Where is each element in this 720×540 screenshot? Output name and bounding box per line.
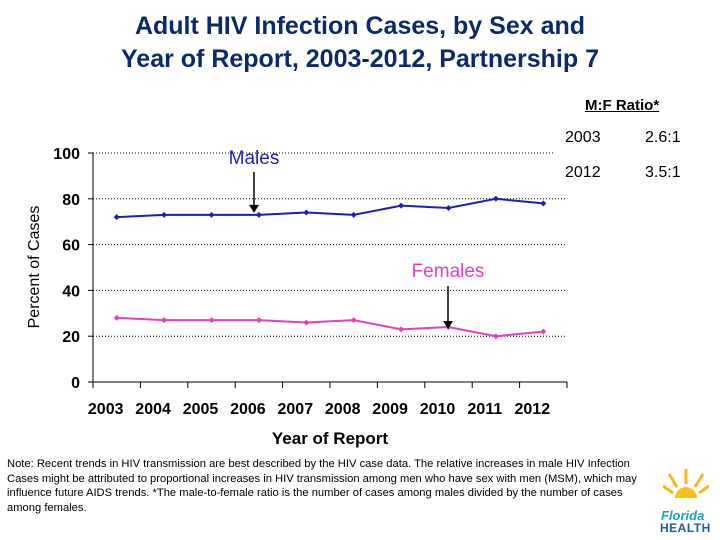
x-tick-label: 2012 <box>515 401 551 418</box>
y-tick-label: 100 <box>53 146 80 163</box>
data-point <box>492 195 499 202</box>
data-point <box>398 326 405 333</box>
x-tick-label: 2011 <box>468 401 503 418</box>
mf-ratio-value: 2.6:1 <box>645 129 681 146</box>
x-tick-label: 2009 <box>372 401 408 418</box>
data-point <box>113 214 120 221</box>
y-tick-label: 80 <box>62 192 80 209</box>
y-tick-label: 20 <box>62 329 80 346</box>
data-point <box>303 319 310 326</box>
chart-title: Adult HIV Infection Cases, by Sex and Ye… <box>0 10 720 76</box>
y-tick-label: 60 <box>62 238 80 255</box>
x-axis-title: Year of Report <box>272 429 389 448</box>
x-tick-label: 2007 <box>278 401 314 418</box>
data-point <box>303 209 310 216</box>
mf-ratio-value: 3.5:1 <box>645 164 681 181</box>
data-point <box>540 328 547 335</box>
x-tick-label: 2003 <box>88 401 124 418</box>
x-tick-label: 2008 <box>325 401 361 418</box>
data-point <box>208 317 215 324</box>
series-label-males: Males <box>229 148 280 169</box>
logo-text-florida: Florida <box>661 508 705 523</box>
data-point <box>350 211 357 218</box>
x-tick-label: 2006 <box>230 401 266 418</box>
line-chart: 0 20 40 60 80 100 2003 2004 2005 2006 2007 2008 2009… <box>26 146 568 448</box>
series-label-females: Females <box>412 261 485 282</box>
mf-ratio-year: 2012 <box>565 164 601 181</box>
florida-health-logo: Florida HEALTH <box>655 468 717 536</box>
series-line-females <box>116 316 544 338</box>
x-tick-label: 2010 <box>420 401 456 418</box>
y-tick-label: 0 <box>71 375 80 392</box>
data-point <box>255 317 262 324</box>
data-point <box>492 333 499 340</box>
x-tick-label: 2005 <box>183 401 219 418</box>
arrowhead-females <box>443 321 453 330</box>
data-point <box>161 211 168 218</box>
data-point <box>208 211 215 218</box>
y-axis-title: Percent of Cases <box>26 206 43 329</box>
chart-title-line2: Year of Report, 2003-2012, Partnership 7 <box>121 45 599 73</box>
data-point <box>113 314 120 321</box>
mf-ratio-title: M:F Ratio* <box>585 97 660 114</box>
data-point <box>398 202 405 209</box>
chart-title-line1: Adult HIV Infection Cases, by Sex and <box>134 12 586 40</box>
x-tick-label: 2004 <box>135 401 171 418</box>
data-point <box>350 317 357 324</box>
data-point <box>255 211 262 218</box>
data-point <box>161 317 168 324</box>
mf-ratio-year: 2003 <box>565 129 601 146</box>
arrowhead-males <box>249 204 259 213</box>
logo-text-health: HEALTH <box>660 521 711 535</box>
data-point <box>445 204 452 211</box>
data-point <box>540 200 547 207</box>
sun-icon <box>663 468 709 498</box>
y-tick-label: 40 <box>62 283 80 300</box>
footnote: Note: Recent trends in HIV transmission … <box>7 458 637 514</box>
mf-ratio-box: M:F Ratio* 2003 2.6:1 2012 3.5:1 <box>555 91 715 191</box>
series-line-males <box>116 197 544 219</box>
